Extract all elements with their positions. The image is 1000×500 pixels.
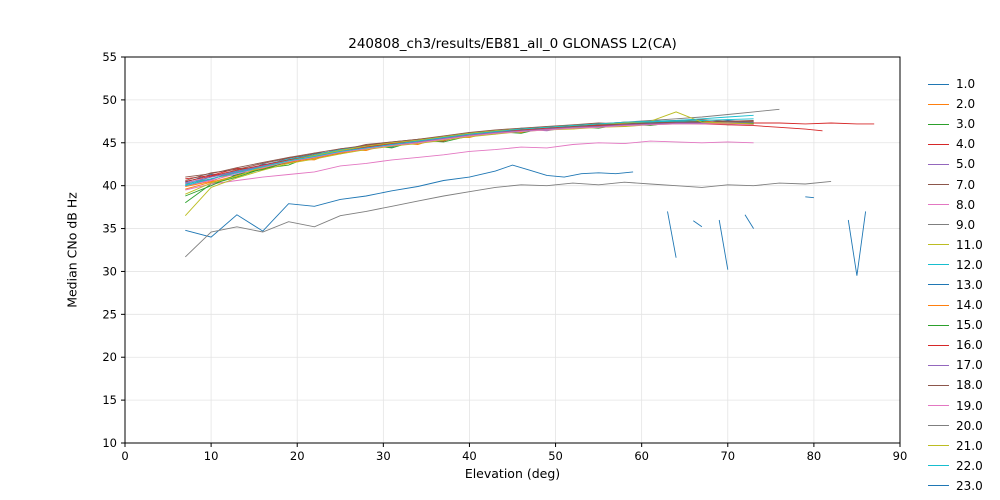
legend-label: 16.0 [956,338,983,353]
y-axis-label: Median CNo dB Hz [64,192,80,308]
legend-label: 5.0 [956,157,976,172]
legend-item-14.0: 14.0 [928,295,1000,315]
legend-label: 20.0 [956,418,983,433]
legend-line-swatch [928,103,949,105]
legend-label: 8.0 [956,197,976,212]
legend-line-swatch [928,384,949,386]
series-line-20.0 [184,180,832,258]
legend-line-swatch [928,344,949,346]
legend-line-swatch [928,123,949,125]
legend-item-12.0: 12.0 [928,255,1000,275]
legend-label: 13.0 [956,277,983,292]
legend-item-23.0: 23.0 [928,476,1000,496]
legend-line-swatch [928,143,949,145]
legend-line-swatch [928,83,949,85]
legend-label: 7.0 [956,177,976,192]
legend-label: 2.0 [956,97,976,112]
legend-line-swatch [928,284,949,286]
legend-label: 1.0 [956,77,976,92]
y-tick-label: 45 [102,136,117,150]
legend-item-5.0: 5.0 [928,154,1000,174]
legend-label: 9.0 [956,217,976,232]
legend-label: 14.0 [956,298,983,313]
legend-line-swatch [928,465,949,467]
y-tick-label: 50 [102,93,117,107]
legend-item-20.0: 20.0 [928,416,1000,436]
legend-item-4.0: 4.0 [928,134,1000,154]
legend-item-3.0: 3.0 [928,114,1000,134]
legend-line-swatch [928,364,949,366]
x-tick-label: 70 [720,449,735,463]
legend-item-13.0: 13.0 [928,275,1000,295]
x-tick-label: 10 [204,449,219,463]
legend-item-22.0: 22.0 [928,456,1000,476]
legend-item-15.0: 15.0 [928,315,1000,335]
legend-item-11.0: 11.0 [928,235,1000,255]
legend-item-21.0: 21.0 [928,436,1000,456]
legend: 1.0 2.0 3.0 4.0 5.0 7.0 8.0 9.0 11.0 12.0 13.0 14.0… [928,74,1000,496]
legend-line-swatch [928,425,949,427]
series-line-13.0 [185,164,867,276]
legend-label: 15.0 [956,318,983,333]
x-tick-label: 0 [121,449,128,463]
legend-line-swatch [928,485,949,487]
legend-item-17.0: 17.0 [928,355,1000,375]
y-tick-label: 25 [102,307,117,321]
legend-line-swatch [928,184,949,186]
y-tick-label: 10 [102,436,117,450]
x-tick-label: 30 [376,449,391,463]
legend-line-swatch [928,244,949,246]
legend-label: 18.0 [956,378,983,393]
legend-label: 12.0 [956,257,983,272]
legend-label: 22.0 [956,458,983,473]
legend-item-2.0: 2.0 [928,94,1000,114]
x-tick-label: 80 [807,449,822,463]
legend-item-1.0: 1.0 [928,74,1000,94]
legend-line-swatch [928,224,949,226]
x-tick-label: 60 [634,449,649,463]
legend-label: 4.0 [956,137,976,152]
legend-label: 23.0 [956,478,983,493]
y-tick-label: 55 [102,50,117,64]
x-tick-label: 50 [548,449,563,463]
legend-label: 17.0 [956,358,983,373]
legend-item-8.0: 8.0 [928,195,1000,215]
legend-line-swatch [928,324,949,326]
x-tick-label: 90 [893,449,908,463]
series-line-22.0 [185,114,754,187]
legend-label: 11.0 [956,237,983,252]
legend-item-18.0: 18.0 [928,375,1000,395]
y-tick-label: 20 [102,350,117,364]
x-axis-label: Elevation (deg) [464,466,561,481]
legend-item-19.0: 19.0 [928,396,1000,416]
series-line-8.0 [185,140,754,191]
legend-line-swatch [928,264,949,266]
y-tick-label: 35 [102,222,117,236]
legend-line-swatch [928,445,949,447]
series-line-19.0 [185,123,754,187]
legend-line-swatch [928,304,949,306]
plot-frame [124,56,901,444]
legend-item-7.0: 7.0 [928,174,1000,194]
y-tick-label: 15 [102,393,117,407]
legend-line-swatch [928,163,949,165]
legend-label: 19.0 [956,398,983,413]
legend-line-swatch [928,405,949,407]
x-tick-label: 20 [290,449,305,463]
legend-label: 21.0 [956,438,983,453]
legend-item-16.0: 16.0 [928,335,1000,355]
chart-title: 240808_ch3/results/EB81_all_0 GLONASS L2… [348,36,677,52]
legend-label: 3.0 [956,117,976,132]
legend-line-swatch [928,204,949,206]
legend-item-9.0: 9.0 [928,215,1000,235]
y-tick-label: 30 [102,264,117,278]
x-tick-label: 40 [462,449,477,463]
y-tick-label: 40 [102,179,117,193]
